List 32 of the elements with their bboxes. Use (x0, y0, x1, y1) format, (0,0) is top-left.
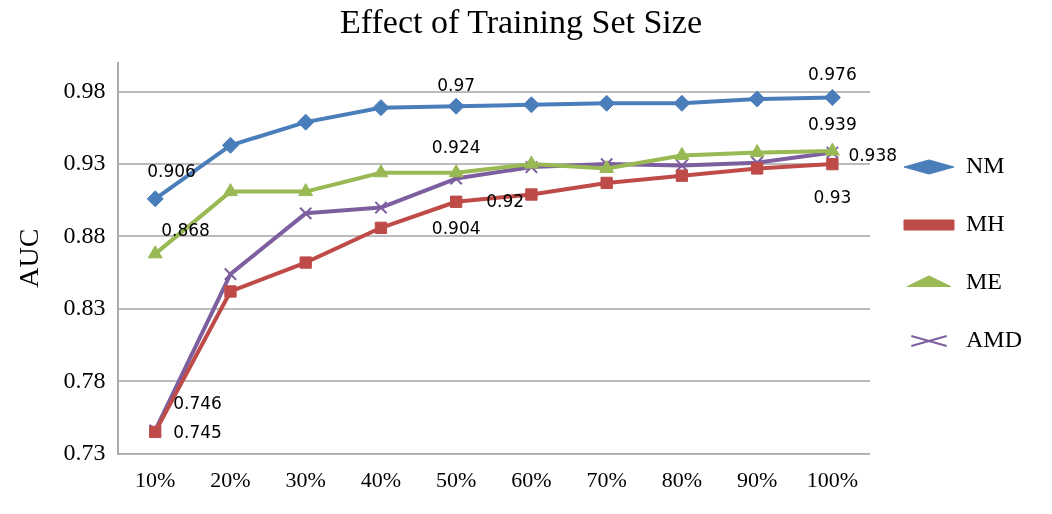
data-label: 0.745 (173, 422, 222, 443)
x-tick-label: 50% (436, 466, 477, 492)
x-tick-label: 30% (285, 466, 326, 492)
x-tick-label: 60% (511, 466, 552, 492)
data-label: 0.939 (808, 113, 857, 134)
x-tick-label: 100% (806, 466, 859, 492)
legend-label: MH (966, 210, 1005, 237)
y-tick-label: 0.93 (63, 149, 106, 176)
data-label: 0.938 (848, 144, 898, 165)
y-tick-label: 0.73 (63, 438, 106, 465)
data-label: 0.976 (808, 63, 857, 84)
y-tick-label: 0.83 (63, 294, 106, 321)
x-tick-label: 20% (210, 466, 251, 492)
y-tick-label: 0.78 (63, 366, 106, 393)
y-tick-label: 0.98 (63, 77, 106, 104)
data-label: 0.93 (813, 186, 852, 207)
x-tick-label: 40% (360, 466, 402, 492)
x-tick-label: 10% (135, 466, 176, 492)
data-label: 0.97 (437, 74, 476, 95)
y-axis-title: AUC (13, 228, 45, 288)
legend-label: NM (966, 152, 1005, 179)
legend-label: ME (966, 268, 1002, 295)
data-label: 0.746 (173, 392, 222, 413)
y-tick-label: 0.88 (63, 221, 106, 248)
legend-label: AMD (966, 326, 1023, 353)
x-tick-label: 70% (586, 466, 627, 492)
data-label: 0.924 (431, 137, 481, 158)
data-label: 0.906 (147, 161, 196, 182)
chart-title: Effect of Training Set Size (340, 3, 702, 41)
x-tick-label: 90% (736, 466, 778, 492)
x-tick-label: 80% (661, 466, 703, 492)
data-label: 0.904 (431, 218, 481, 239)
